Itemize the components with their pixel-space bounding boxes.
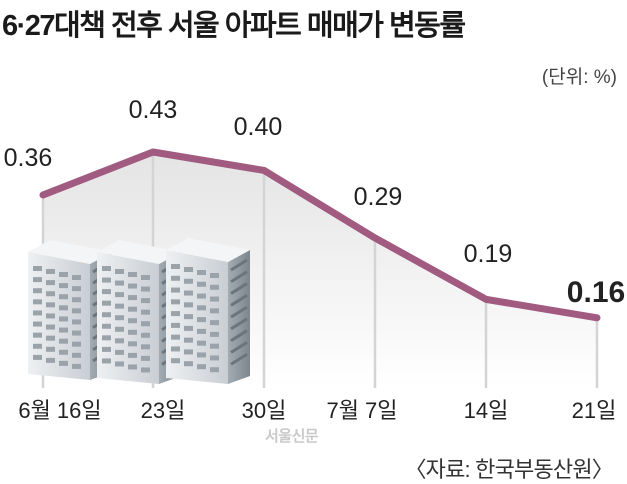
x-tick-label-2: 30일 xyxy=(242,398,287,423)
value-label-4: 0.19 xyxy=(464,240,513,268)
value-labels: 0.36 0.43 0.40 0.29 0.19 0.16 xyxy=(4,96,626,309)
unit-label: (단위: %) xyxy=(541,67,617,88)
value-label-3: 0.29 xyxy=(354,183,403,211)
value-label-5: 0.16 xyxy=(567,276,625,309)
value-label-2: 0.40 xyxy=(234,113,283,141)
chart-title: 6·27대책 전후 서울 아파트 매매가 변동률 xyxy=(2,10,466,42)
watermark: 서울신문 xyxy=(265,428,319,445)
value-label-1: 0.43 xyxy=(129,96,178,124)
x-tick-label-0: 6월 16일 xyxy=(18,398,101,423)
x-axis-labels: 6월 16일 23일 30일 7월 7일 14일 21일 xyxy=(18,398,616,423)
x-tick-label-5: 21일 xyxy=(572,398,617,423)
x-tick-label-4: 14일 xyxy=(464,398,509,423)
source-label: 〈자료: 한국부동산원〉 xyxy=(404,457,613,482)
series-line xyxy=(39,148,601,322)
building-icon xyxy=(166,238,250,384)
x-tick-label-1: 23일 xyxy=(141,398,186,423)
x-tick-label-3: 7월 7일 xyxy=(326,398,397,423)
building-illustration xyxy=(28,238,250,384)
value-label-0: 0.36 xyxy=(4,144,53,172)
